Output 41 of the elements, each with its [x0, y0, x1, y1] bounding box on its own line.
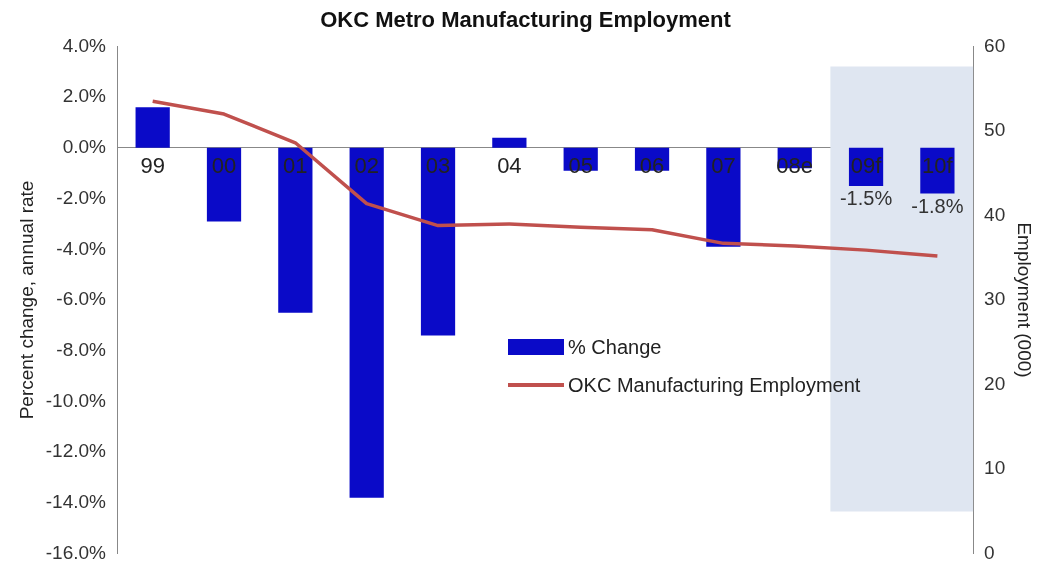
- y-tick-label: -6.0%: [56, 288, 107, 310]
- bar: [135, 107, 170, 148]
- y-tick-label: -10.0%: [45, 389, 107, 411]
- data-label: -1.5%: [839, 187, 893, 210]
- y2-tick-label: 60: [984, 34, 1006, 56]
- x-tick-label: 03: [425, 152, 451, 178]
- bar: [206, 147, 242, 222]
- bar: [706, 147, 741, 247]
- bar: [278, 147, 313, 313]
- y2-tick-label: 10: [984, 457, 1006, 479]
- x-tick-label: 10f: [922, 152, 954, 178]
- x-tick-label: 04: [497, 152, 522, 178]
- legend-label: OKC Manufacturing Employment: [568, 373, 861, 398]
- y-tick-label: 4.0%: [62, 34, 107, 56]
- bar: [492, 137, 527, 148]
- y2-tick-label: 20: [984, 372, 1006, 394]
- x-tick-label: 02: [354, 152, 379, 178]
- y-tick-label: -4.0%: [56, 237, 107, 259]
- x-tick-label: 07: [711, 152, 736, 178]
- bar: [349, 147, 384, 498]
- x-tick-label: 09f: [850, 152, 883, 178]
- chart-title: OKC Metro Manufacturing Employment: [320, 7, 732, 33]
- y2-axis-title: Employment (000): [1014, 222, 1036, 378]
- legend-label: % Change: [568, 335, 662, 360]
- y-tick-label: 2.0%: [62, 85, 107, 107]
- y-tick-label: -14.0%: [45, 491, 107, 513]
- y-tick-label: -8.0%: [56, 338, 107, 360]
- x-tick-label: 01: [283, 152, 308, 178]
- y-tick-label: -16.0%: [45, 541, 107, 563]
- bar: [420, 147, 456, 336]
- x-tick-label: 99: [140, 152, 165, 178]
- y-tick-label: -2.0%: [56, 186, 107, 208]
- y2-tick-label: 50: [984, 119, 1006, 141]
- y-tick-label: 0.0%: [62, 136, 107, 158]
- data-label: -1.8%: [911, 195, 964, 217]
- y-tick-label: -12.0%: [45, 440, 107, 462]
- y2-tick-label: 0: [984, 541, 995, 563]
- x-tick-label: 00: [211, 152, 237, 178]
- y-axis-title: Percent change, annual rate: [15, 180, 37, 420]
- y2-tick-label: 30: [984, 288, 1006, 310]
- y2-tick-label: 40: [984, 203, 1006, 225]
